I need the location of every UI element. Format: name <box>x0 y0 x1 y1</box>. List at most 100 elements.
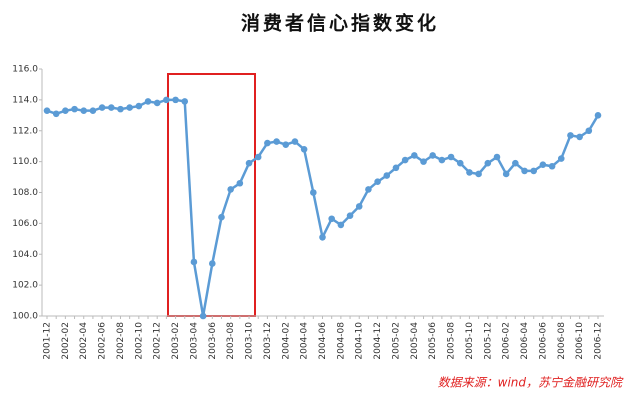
x-tick-label: 2006-12 <box>594 322 604 360</box>
line <box>46 98 600 317</box>
marker <box>475 170 482 178</box>
x-tick-label: 2004-08 <box>336 322 346 360</box>
x-tick-label: 2005-06 <box>428 322 438 360</box>
marker <box>401 156 409 164</box>
chart-title: 消费者信心指数变化 <box>241 12 439 35</box>
x-tick-label: 2005-04 <box>410 322 420 360</box>
marker <box>548 162 556 170</box>
x-tick-label: 2005-12 <box>483 322 493 360</box>
marker <box>98 104 106 111</box>
marker <box>117 105 124 113</box>
marker <box>107 104 115 111</box>
marker <box>80 107 88 114</box>
y-tick-label: 100.0 <box>12 312 38 322</box>
x-tick-label: 2002-08 <box>116 322 126 360</box>
x-tick-label: 2006-04 <box>520 322 530 360</box>
x-tick-label: 2005-08 <box>447 322 457 360</box>
x-tick-label: 2002-06 <box>98 322 108 360</box>
marker <box>512 159 519 167</box>
marker <box>466 169 473 176</box>
marker <box>346 212 354 219</box>
y-tick-label: 106.0 <box>12 219 38 229</box>
marker <box>530 167 538 175</box>
marker <box>209 260 216 267</box>
x-tick-label: 2003-04 <box>189 322 199 360</box>
x-tick-label: 2006-10 <box>575 322 585 360</box>
marker <box>438 156 446 164</box>
x-tick-label: 2002-02 <box>61 322 71 360</box>
marker <box>144 98 152 105</box>
marker <box>557 155 565 162</box>
x-tick-label: 2006-08 <box>557 322 567 360</box>
source-note: 数据来源：wind，苏宁金融研究院 <box>438 376 624 390</box>
marker <box>365 186 372 193</box>
marker <box>43 107 51 114</box>
marker <box>310 189 317 196</box>
marker <box>429 152 437 159</box>
y-tick-label: 102.0 <box>12 281 38 291</box>
marker <box>456 159 464 167</box>
marker <box>567 132 574 139</box>
marker <box>264 139 271 147</box>
marker <box>300 145 308 153</box>
x-tick-label: 2006-02 <box>502 322 512 360</box>
marker <box>282 141 290 148</box>
marker <box>135 102 143 110</box>
marker <box>392 164 400 172</box>
marker <box>227 186 234 193</box>
marker <box>411 152 418 159</box>
marker <box>328 215 335 223</box>
x-tick-label: 2003-06 <box>208 322 218 360</box>
marker <box>236 179 244 187</box>
marker <box>291 138 299 145</box>
x-tick-label: 2004-06 <box>318 322 328 360</box>
x-tick-label: 2003-10 <box>245 322 255 360</box>
x-tick-label: 2004-10 <box>355 322 365 360</box>
x-tick-label: 2002-10 <box>134 322 144 360</box>
x-tick-label: 2005-10 <box>465 322 475 360</box>
y-tick-label: 116.0 <box>12 65 38 75</box>
y-tick-label: 108.0 <box>12 188 38 198</box>
marker <box>163 96 170 104</box>
marker <box>493 153 501 161</box>
marker <box>172 96 179 104</box>
marker <box>521 167 528 175</box>
marker <box>420 158 427 165</box>
marker <box>273 138 280 145</box>
marker <box>71 105 78 113</box>
x-tick-label: 2006-06 <box>538 322 548 360</box>
marker <box>153 99 161 107</box>
y-tick-label: 114.0 <box>12 95 38 105</box>
marker <box>337 221 345 229</box>
marker <box>319 233 326 241</box>
x-tick-label: 2004-04 <box>300 322 310 360</box>
marker <box>447 153 455 161</box>
y-tick-label: 110.0 <box>12 157 38 167</box>
marker <box>52 110 60 118</box>
x-tick-label: 2004-02 <box>281 322 291 360</box>
marker <box>374 178 381 185</box>
x-tick-label: 2002-12 <box>153 322 163 360</box>
marker <box>585 127 593 135</box>
marker <box>126 104 133 111</box>
x-tick-label: 2004-12 <box>373 322 383 360</box>
marker <box>576 133 583 141</box>
marker <box>199 312 207 320</box>
y-tick-label: 112.0 <box>12 126 38 136</box>
x-tick-label: 2005-02 <box>391 322 401 360</box>
marker <box>62 107 69 114</box>
marker <box>502 170 510 178</box>
marker <box>254 153 262 161</box>
x-tick-label: 2003-02 <box>171 322 181 360</box>
marker <box>89 107 97 114</box>
marker <box>539 161 547 169</box>
marker <box>383 172 391 179</box>
marker <box>594 112 602 119</box>
highlight-box <box>167 73 256 317</box>
x-tick-label: 2001-12 <box>43 322 53 360</box>
marker <box>181 98 189 105</box>
x-tick-label: 2002-04 <box>79 322 89 360</box>
marker <box>245 159 253 167</box>
marker <box>355 203 363 210</box>
